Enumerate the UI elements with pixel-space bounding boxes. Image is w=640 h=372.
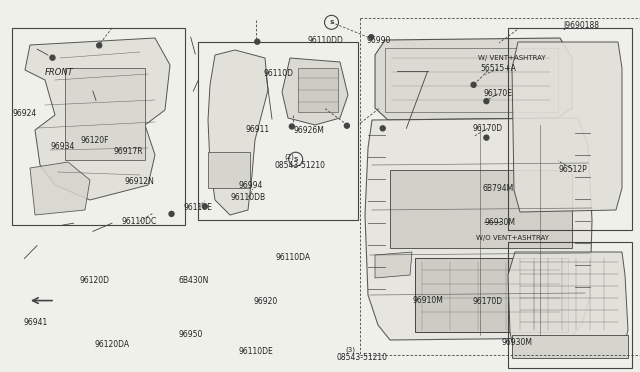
Circle shape [97,43,102,48]
Text: 96950: 96950 [179,330,203,339]
Text: 08543-51210: 08543-51210 [274,161,325,170]
Text: 96170D: 96170D [472,124,503,133]
Text: 96512P: 96512P [559,165,587,174]
Circle shape [255,39,260,44]
Circle shape [169,211,174,217]
Circle shape [202,204,207,209]
Text: 6B430N: 6B430N [178,276,209,285]
Text: 96110E: 96110E [184,203,213,212]
Text: 96110DD: 96110DD [307,36,343,45]
Text: 96924: 96924 [12,109,36,118]
Polygon shape [512,42,622,212]
Text: 96911: 96911 [245,125,269,134]
Text: W/O VENT+ASHTRAY: W/O VENT+ASHTRAY [476,235,548,241]
Polygon shape [375,38,572,120]
Text: 96120DA: 96120DA [95,340,129,349]
Text: 96994: 96994 [239,181,263,190]
Text: 96170E: 96170E [483,89,513,98]
Text: 96110DC: 96110DC [122,217,157,226]
Text: 96910M: 96910M [412,296,443,305]
Text: 96912N: 96912N [125,177,154,186]
Text: 56515+A: 56515+A [480,64,516,73]
Bar [12,28,185,225]
Circle shape [344,123,349,128]
Circle shape [289,124,294,129]
Text: 96934: 96934 [51,142,75,151]
Circle shape [369,35,374,40]
Text: 96920: 96920 [253,297,278,306]
Polygon shape [508,252,628,357]
Circle shape [50,55,55,60]
Text: 96110D: 96110D [264,69,293,78]
Bar [512,335,628,358]
Text: W/ VENT+ASHTRAY: W/ VENT+ASHTRAY [478,55,546,61]
Bar [390,170,572,248]
Text: 96990: 96990 [367,36,391,45]
Text: FRONT: FRONT [45,68,73,77]
Bar [298,68,338,112]
Text: 96110DE: 96110DE [239,347,273,356]
Text: 96917R: 96917R [113,147,143,156]
Polygon shape [282,58,348,125]
Text: S: S [329,20,334,25]
Circle shape [380,126,385,131]
Polygon shape [375,252,412,278]
Text: 96170D: 96170D [472,297,503,306]
Bar [508,28,632,230]
Polygon shape [208,50,268,215]
Polygon shape [25,38,170,200]
Bar [385,48,558,112]
Text: 96120F: 96120F [81,136,109,145]
Bar [208,152,250,188]
Text: 08543-51210: 08543-51210 [336,353,387,362]
Text: (2): (2) [284,154,294,160]
Polygon shape [30,162,90,215]
Text: 96926M: 96926M [293,126,324,135]
Polygon shape [365,118,592,340]
Text: 96930M: 96930M [485,218,516,227]
Bar [65,68,145,160]
Bar [198,42,358,220]
Text: J9690188: J9690188 [563,21,599,30]
Text: 96110DB: 96110DB [231,193,266,202]
Text: 96110DA: 96110DA [276,253,310,262]
Text: (3): (3) [345,346,355,353]
Text: S: S [293,157,298,162]
Text: 96930M: 96930M [502,338,532,347]
Text: 96120D: 96120D [80,276,109,285]
Bar [508,242,632,368]
Text: 6B794M: 6B794M [483,185,513,193]
Circle shape [484,99,489,104]
Circle shape [484,135,489,140]
Circle shape [471,82,476,87]
Bar [415,258,568,332]
Text: 96941: 96941 [23,318,47,327]
